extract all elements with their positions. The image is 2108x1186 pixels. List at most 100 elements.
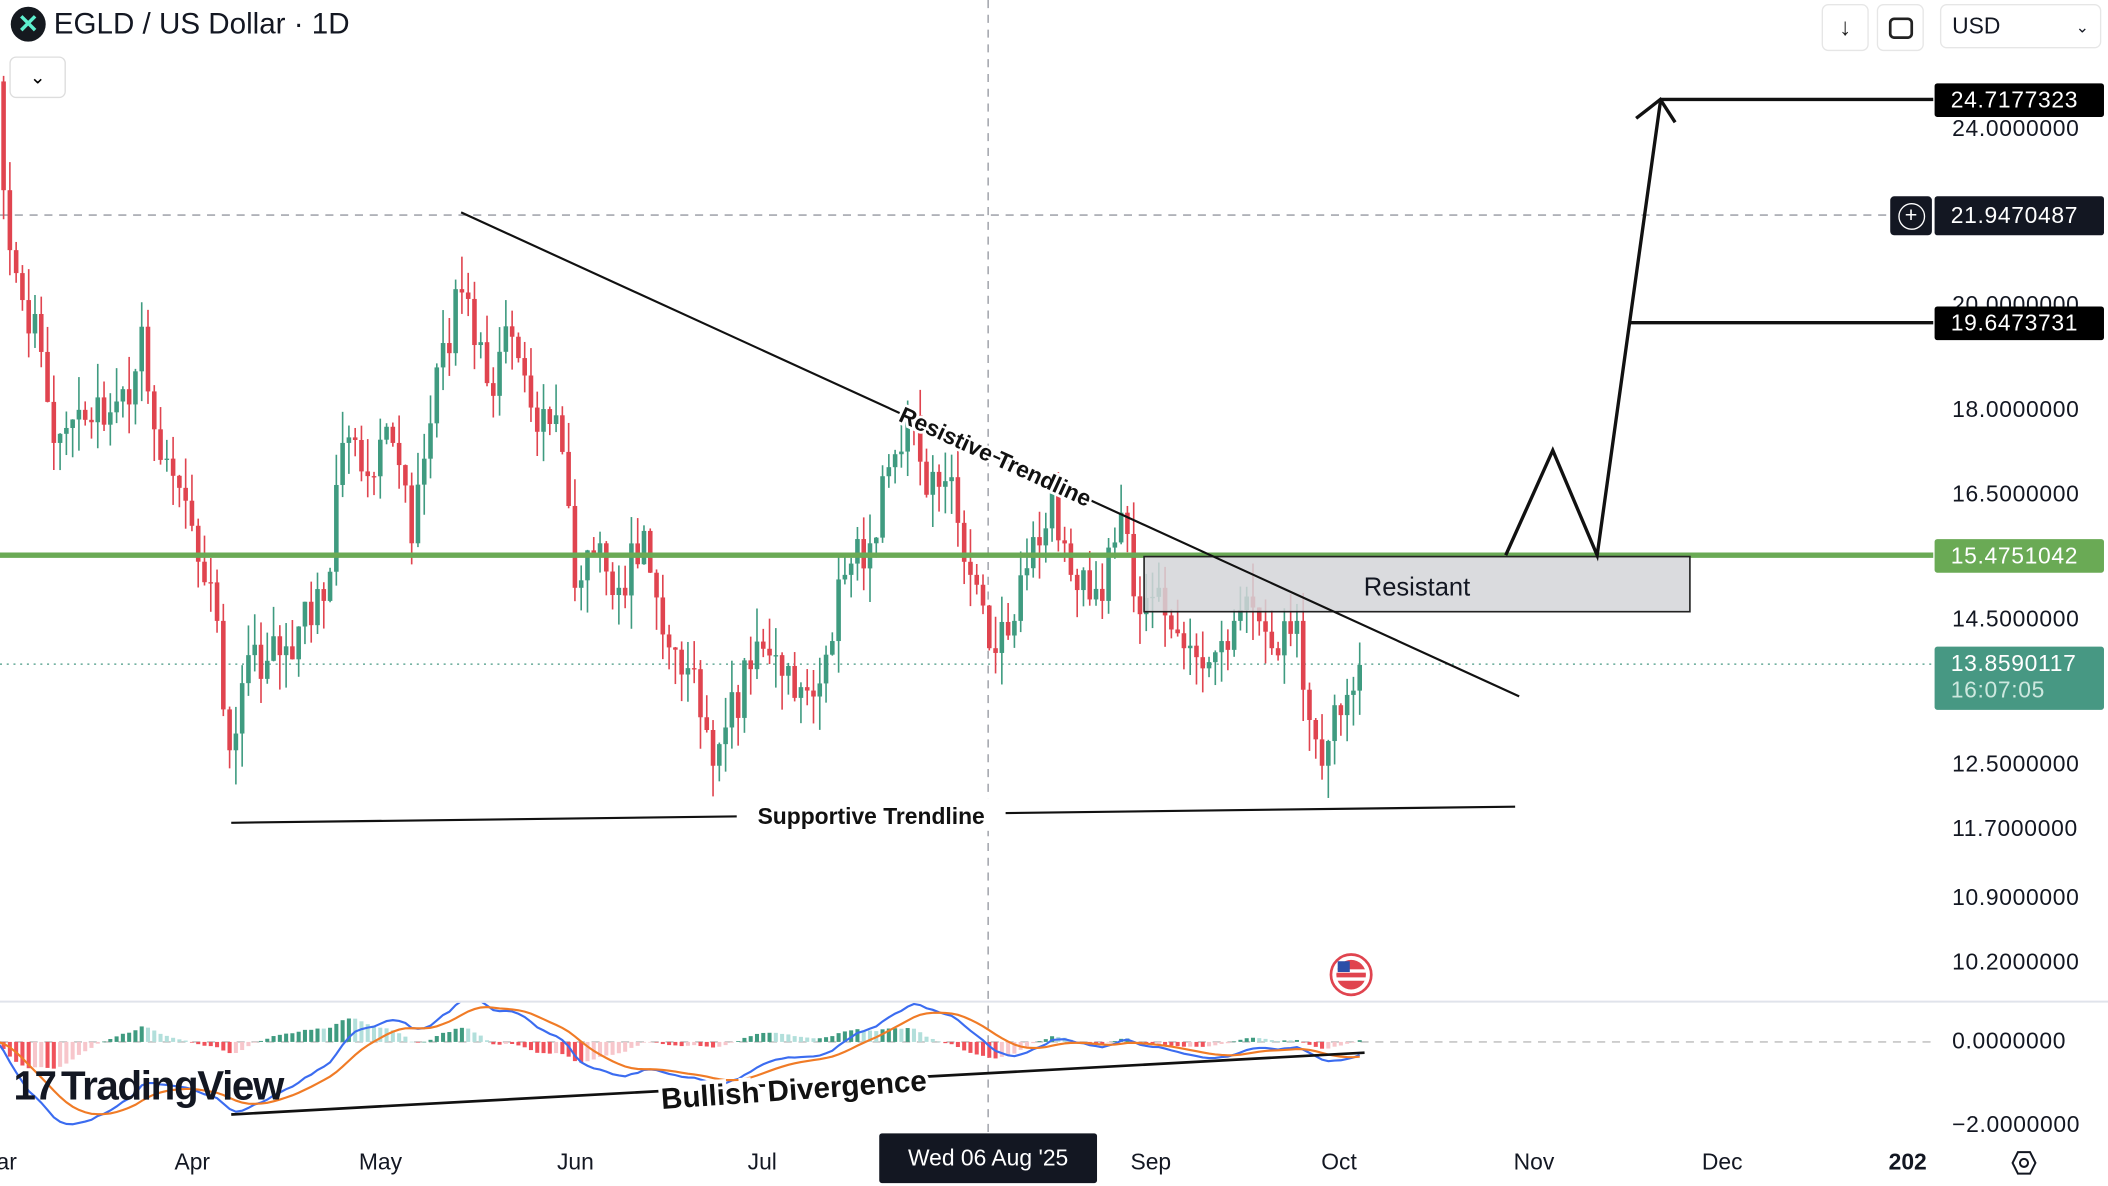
macd-histogram-bar bbox=[1100, 1041, 1105, 1045]
candle bbox=[45, 326, 50, 403]
candle bbox=[685, 641, 691, 702]
add-alert-button[interactable]: + bbox=[1890, 196, 1932, 236]
candle-body bbox=[880, 476, 885, 538]
macd-histogram-bar bbox=[660, 1041, 665, 1045]
candle-body bbox=[1087, 570, 1093, 600]
macd-histogram-bar bbox=[258, 1040, 264, 1042]
candle-body bbox=[1118, 512, 1124, 543]
candle bbox=[779, 652, 785, 710]
time-tick: Sep bbox=[1130, 1149, 1172, 1176]
bullish-divergence-line[interactable] bbox=[231, 1051, 1365, 1116]
candle-body bbox=[491, 383, 496, 396]
candle bbox=[974, 563, 980, 595]
macd-histogram-bar bbox=[1012, 1041, 1017, 1054]
candle-body bbox=[1313, 719, 1319, 740]
macd-histogram-bar bbox=[528, 1041, 533, 1051]
candle-body bbox=[258, 644, 264, 679]
macd-histogram-bar bbox=[736, 1041, 741, 1042]
macd-histogram-bar bbox=[698, 1041, 703, 1047]
macd-histogram-bar bbox=[152, 1030, 157, 1042]
candle bbox=[522, 341, 527, 393]
candle-body bbox=[987, 605, 992, 649]
price-tick: 11.7000000 bbox=[1952, 816, 2078, 842]
macd-histogram-bar bbox=[930, 1038, 935, 1042]
candle bbox=[1194, 633, 1199, 685]
candle-body bbox=[1074, 574, 1080, 591]
candle bbox=[239, 665, 245, 767]
macd-histogram-bar bbox=[133, 1030, 138, 1042]
candle-body bbox=[836, 579, 841, 642]
macd-histogram-bar bbox=[503, 1041, 508, 1044]
fullscreen-button[interactable] bbox=[1876, 4, 1924, 52]
candle-body bbox=[126, 389, 132, 405]
macd-histogram-bar bbox=[880, 1029, 885, 1042]
candle bbox=[384, 423, 389, 445]
us-flag-event-icon[interactable] bbox=[1329, 953, 1373, 997]
candle bbox=[64, 411, 69, 456]
candle bbox=[145, 309, 151, 404]
candle-body bbox=[20, 273, 25, 301]
candles bbox=[1, 75, 1362, 798]
macd-histogram-bar bbox=[805, 1037, 810, 1042]
candle-body bbox=[660, 597, 666, 635]
candle bbox=[20, 265, 25, 311]
macd-histogram-bar bbox=[1024, 1041, 1029, 1047]
candle bbox=[1137, 576, 1143, 644]
candle-body bbox=[673, 647, 678, 650]
candle bbox=[133, 368, 138, 425]
candle bbox=[654, 569, 659, 630]
chart-settings-icon[interactable] bbox=[2011, 1151, 2037, 1175]
macd-histogram-bar bbox=[1320, 1041, 1325, 1049]
candle bbox=[1344, 678, 1350, 742]
macd-histogram-bar bbox=[955, 1041, 960, 1048]
candle bbox=[38, 296, 44, 368]
macd-histogram-bar bbox=[566, 1041, 571, 1057]
macd-histogram-bar bbox=[767, 1032, 772, 1042]
projection-path[interactable] bbox=[1504, 101, 1662, 562]
macd-histogram-bar bbox=[754, 1033, 760, 1042]
resistive-trendline[interactable] bbox=[460, 211, 1520, 698]
candle-body bbox=[346, 437, 352, 443]
candle bbox=[283, 623, 289, 688]
collapse-legend-button[interactable]: ⌄ bbox=[9, 56, 66, 99]
macd-histogram-bar bbox=[1269, 1040, 1274, 1042]
macd-histogram-bar bbox=[95, 1041, 100, 1044]
macd-histogram-bar bbox=[560, 1041, 565, 1055]
macd-histogram-bar bbox=[83, 1041, 88, 1052]
candle bbox=[271, 606, 276, 662]
macd-histogram-bar bbox=[434, 1036, 439, 1042]
candle bbox=[396, 415, 402, 489]
price-tick: 14.5000000 bbox=[1952, 606, 2080, 632]
candle bbox=[1206, 656, 1212, 678]
candle bbox=[258, 622, 264, 703]
candle bbox=[252, 614, 258, 672]
symbol-header[interactable]: ✕ EGLD / US Dollar · 1D bbox=[10, 6, 350, 42]
candle-body bbox=[1213, 652, 1218, 663]
candle-body bbox=[390, 426, 396, 443]
macd-histogram-bar bbox=[522, 1041, 527, 1048]
macd-histogram-bar bbox=[365, 1024, 370, 1042]
candle-body bbox=[943, 481, 948, 487]
candle-body bbox=[1326, 741, 1331, 766]
candle bbox=[1313, 718, 1319, 759]
candle bbox=[798, 682, 804, 724]
candle-body bbox=[1344, 694, 1350, 716]
candle-body bbox=[1169, 615, 1174, 630]
macd-histogram-bar bbox=[842, 1031, 847, 1042]
download-button[interactable]: ↓ bbox=[1821, 4, 1869, 52]
candle bbox=[735, 684, 741, 746]
candle-body bbox=[899, 451, 904, 455]
candle bbox=[1100, 563, 1105, 619]
macd-histogram-bar bbox=[158, 1033, 163, 1042]
macd-histogram-bar bbox=[397, 1033, 402, 1042]
currency-select[interactable]: USD ⌄ bbox=[1939, 4, 2102, 49]
macd-histogram-bar bbox=[428, 1039, 433, 1042]
macd-histogram-bar bbox=[798, 1036, 803, 1042]
candle bbox=[836, 555, 841, 673]
candle bbox=[1219, 620, 1224, 682]
time-tick: ar bbox=[0, 1149, 17, 1176]
macd-histogram-bar bbox=[315, 1028, 320, 1042]
candle-body bbox=[1256, 607, 1262, 622]
macd-histogram-bar bbox=[604, 1041, 609, 1056]
